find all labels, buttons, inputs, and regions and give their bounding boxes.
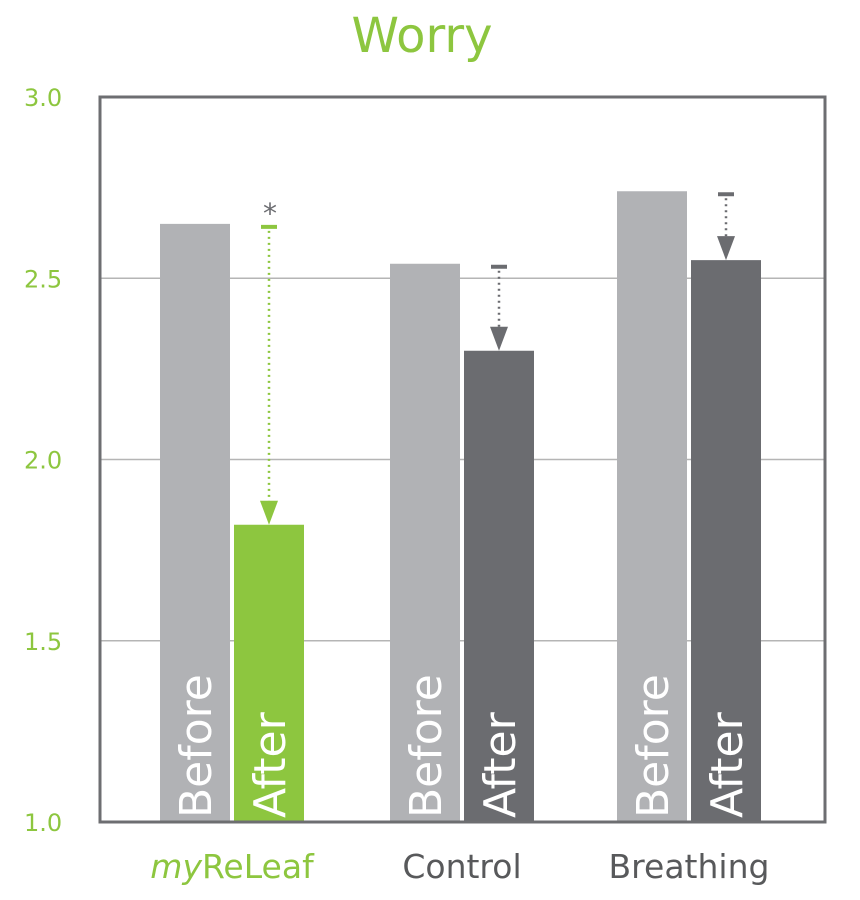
arrow-head xyxy=(260,500,278,525)
bar-label-before: Before xyxy=(401,674,452,818)
y-tick-label: 2.0 xyxy=(24,447,62,475)
bar-after xyxy=(691,260,761,822)
plot-frame xyxy=(98,95,827,824)
bar-after xyxy=(464,350,534,822)
bar-labels: Before After Before After Before After xyxy=(171,674,753,818)
bar-before xyxy=(617,191,687,822)
bar-label-after: After xyxy=(245,711,296,818)
significance-marker: * xyxy=(263,197,277,230)
category-label: myReLeaf xyxy=(150,847,315,886)
category-label-main: Breathing xyxy=(609,847,770,886)
y-tick-label: 3.0 xyxy=(24,84,62,112)
bar-label-before: Before xyxy=(628,674,679,818)
bar-label-before: Before xyxy=(171,674,222,818)
y-axis-ticks: 1.0 1.5 2.0 2.5 3.0 xyxy=(24,84,62,837)
bar-before xyxy=(160,223,230,822)
change-arrows: * xyxy=(260,192,735,525)
category-labels: myReLeaf Control Breathing xyxy=(150,847,769,886)
category-label: Breathing xyxy=(609,847,770,886)
arrow-head xyxy=(490,326,508,351)
y-tick-label: 1.5 xyxy=(24,628,62,656)
chart-title: Worry xyxy=(351,8,492,64)
category-label-prefix: my xyxy=(150,847,202,886)
bars xyxy=(160,191,761,822)
bar-label-after: After xyxy=(475,711,526,818)
y-tick-label: 2.5 xyxy=(24,265,62,293)
category-label-main: Control xyxy=(402,847,521,886)
bar-after xyxy=(234,524,304,822)
category-label-main: ReLeaf xyxy=(202,847,315,886)
bar-before xyxy=(390,263,460,822)
arrow-head xyxy=(717,236,735,261)
y-tick-label: 1.0 xyxy=(24,809,62,837)
bar-label-after: After xyxy=(702,711,753,818)
category-label: Control xyxy=(402,847,521,886)
